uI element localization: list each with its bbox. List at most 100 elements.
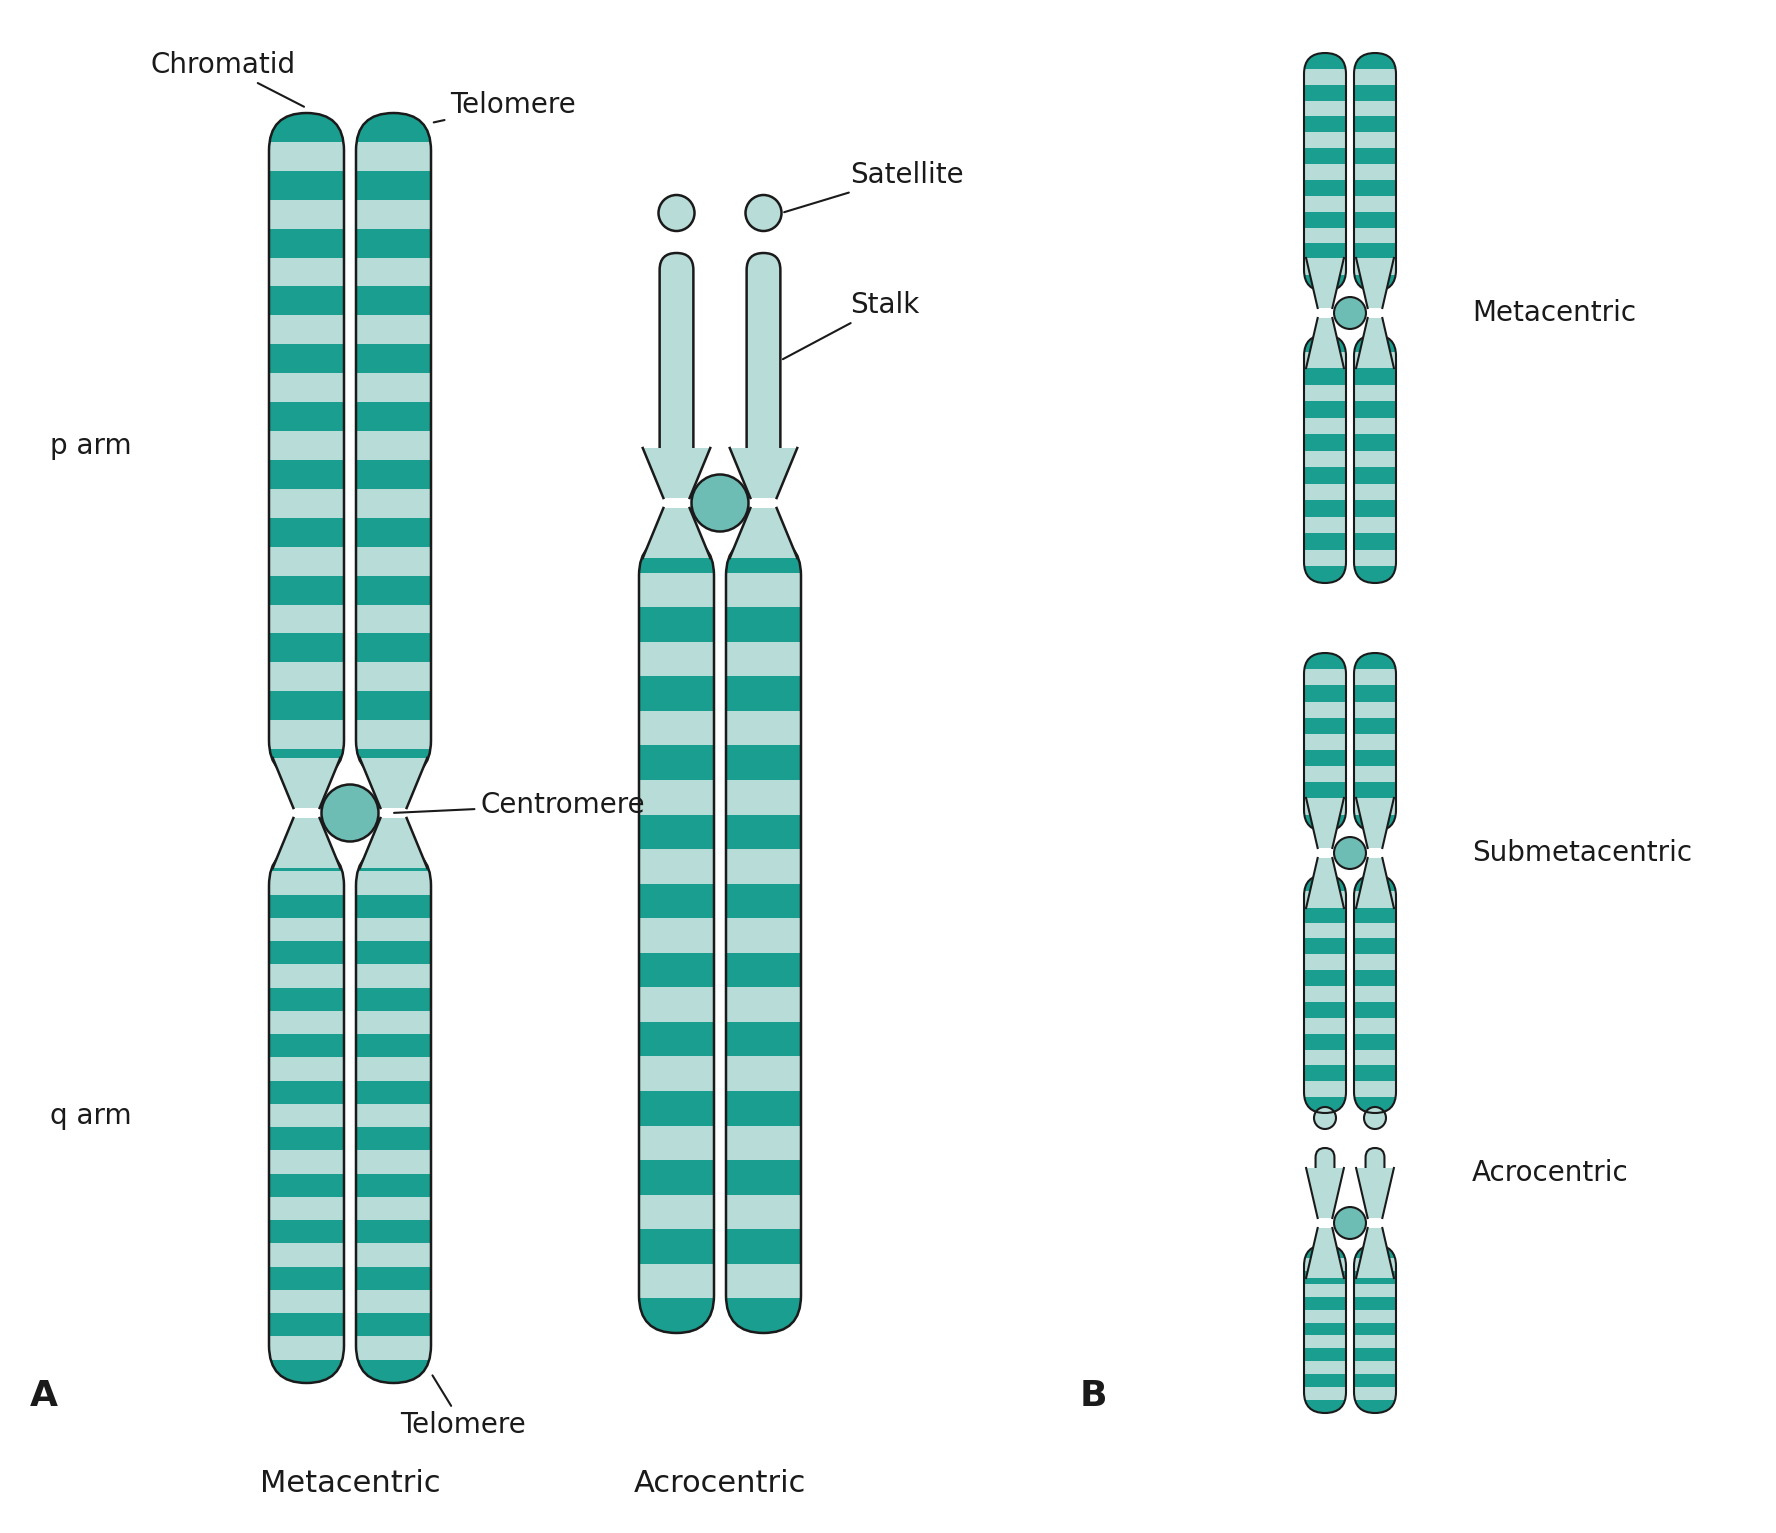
Bar xyxy=(268,170,345,199)
Bar xyxy=(726,1023,801,1056)
Bar xyxy=(1353,84,1396,101)
Bar xyxy=(268,1220,345,1243)
FancyBboxPatch shape xyxy=(659,253,693,468)
Polygon shape xyxy=(1357,1168,1394,1219)
FancyBboxPatch shape xyxy=(1304,653,1346,831)
Bar xyxy=(1353,212,1396,227)
Bar xyxy=(1353,1003,1396,1018)
Bar xyxy=(1353,1245,1396,1259)
Bar xyxy=(1353,336,1396,351)
Bar xyxy=(355,633,432,662)
Bar xyxy=(1353,782,1396,799)
Text: Metacentric: Metacentric xyxy=(259,1469,440,1498)
Bar xyxy=(1304,402,1346,417)
Bar xyxy=(726,1160,801,1194)
Bar xyxy=(355,575,432,604)
Bar xyxy=(1353,368,1396,385)
Polygon shape xyxy=(1305,317,1344,368)
Bar xyxy=(1353,402,1396,417)
Bar xyxy=(1304,434,1346,451)
Bar xyxy=(355,1266,432,1289)
Bar xyxy=(1353,1271,1396,1283)
Circle shape xyxy=(1334,1206,1366,1239)
Bar xyxy=(726,814,801,849)
Circle shape xyxy=(1334,837,1366,869)
Bar xyxy=(1353,1400,1396,1413)
Bar xyxy=(1304,212,1346,227)
Bar xyxy=(268,1266,345,1289)
Bar xyxy=(1353,244,1396,259)
Bar xyxy=(1353,685,1396,702)
Bar xyxy=(355,750,432,779)
Text: Telomere: Telomere xyxy=(400,1375,526,1439)
Bar xyxy=(1304,274,1346,291)
Bar xyxy=(1304,1323,1346,1335)
Text: p arm: p arm xyxy=(50,431,131,460)
Bar xyxy=(268,750,345,779)
Bar xyxy=(355,1314,432,1337)
FancyBboxPatch shape xyxy=(268,113,345,779)
Bar xyxy=(1304,244,1346,259)
FancyBboxPatch shape xyxy=(1304,336,1346,583)
Polygon shape xyxy=(274,819,341,868)
Bar xyxy=(1353,1297,1396,1309)
Polygon shape xyxy=(730,448,797,498)
Bar xyxy=(355,987,432,1010)
Polygon shape xyxy=(1305,799,1344,848)
Text: Chromatid: Chromatid xyxy=(149,51,304,107)
Circle shape xyxy=(691,475,748,532)
Bar xyxy=(1304,468,1346,484)
Bar xyxy=(1304,906,1346,923)
Bar xyxy=(268,1127,345,1150)
Bar xyxy=(639,1229,714,1263)
Bar xyxy=(1353,434,1396,451)
Circle shape xyxy=(1364,1107,1385,1128)
Bar xyxy=(355,402,432,431)
Bar xyxy=(268,345,345,373)
Text: Submetacentric: Submetacentric xyxy=(1472,839,1693,868)
Bar xyxy=(268,691,345,721)
Bar xyxy=(1353,274,1396,291)
Bar xyxy=(268,848,345,871)
FancyBboxPatch shape xyxy=(746,253,780,468)
Circle shape xyxy=(746,195,781,231)
Bar xyxy=(1304,1098,1346,1113)
Bar xyxy=(1353,1098,1396,1113)
FancyBboxPatch shape xyxy=(355,848,432,1383)
FancyBboxPatch shape xyxy=(1366,1148,1385,1200)
Bar xyxy=(1304,84,1346,101)
Bar xyxy=(268,228,345,258)
Bar xyxy=(1304,179,1346,196)
FancyBboxPatch shape xyxy=(1316,1148,1334,1200)
Bar xyxy=(639,745,714,780)
Bar xyxy=(1304,653,1346,670)
Text: Satellite: Satellite xyxy=(785,161,964,212)
Bar xyxy=(355,228,432,258)
Bar xyxy=(1304,1374,1346,1387)
Bar xyxy=(355,460,432,489)
Bar xyxy=(355,345,432,373)
Bar xyxy=(355,1081,432,1104)
FancyBboxPatch shape xyxy=(1304,1245,1346,1413)
Text: Centromere: Centromere xyxy=(394,791,645,819)
Text: B: B xyxy=(1080,1380,1108,1413)
FancyBboxPatch shape xyxy=(1353,875,1396,1113)
Bar xyxy=(1353,970,1396,986)
Bar xyxy=(1304,1400,1346,1413)
Polygon shape xyxy=(1305,258,1344,308)
FancyBboxPatch shape xyxy=(1304,875,1346,1113)
Polygon shape xyxy=(1305,858,1344,908)
Polygon shape xyxy=(643,507,710,558)
FancyBboxPatch shape xyxy=(1353,336,1396,583)
Bar xyxy=(1353,1374,1396,1387)
Bar xyxy=(1304,970,1346,986)
Bar xyxy=(1304,875,1346,891)
Bar xyxy=(1353,567,1396,583)
Polygon shape xyxy=(361,819,428,868)
Bar xyxy=(1353,1065,1396,1081)
Bar xyxy=(726,1298,801,1334)
Bar xyxy=(639,538,714,572)
FancyBboxPatch shape xyxy=(1353,1245,1396,1413)
Bar xyxy=(639,676,714,711)
FancyBboxPatch shape xyxy=(268,848,345,1383)
